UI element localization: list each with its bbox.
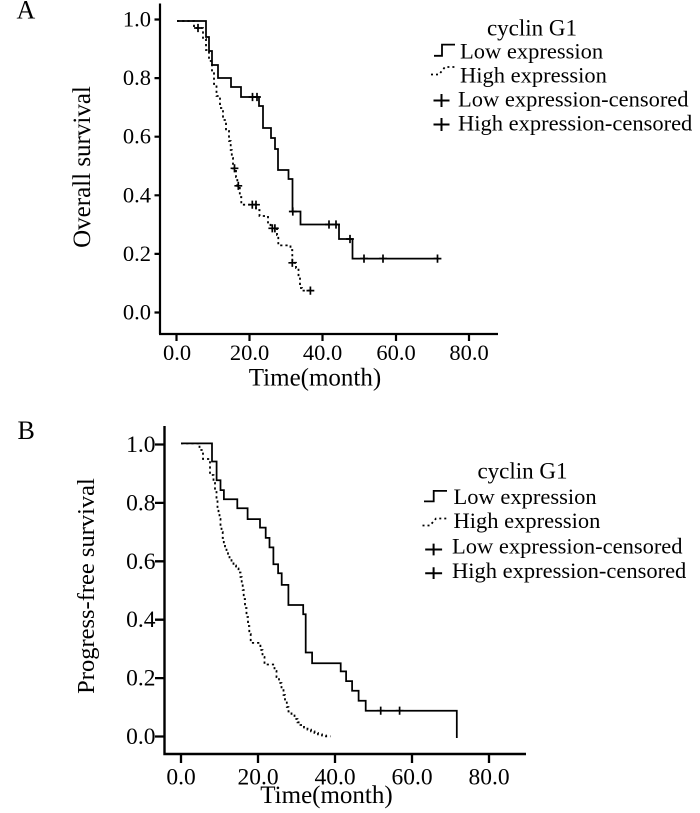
svg-text:High expression: High expression <box>454 508 601 533</box>
svg-text:0.0: 0.0 <box>166 765 195 791</box>
svg-text:Overall survival: Overall survival <box>69 86 96 248</box>
svg-text:1.0: 1.0 <box>126 432 155 458</box>
svg-text:Low expression: Low expression <box>454 484 597 509</box>
svg-text:1.0: 1.0 <box>123 7 151 32</box>
svg-text:Progress-free survival: Progress-free survival <box>73 478 100 694</box>
svg-text:80.0: 80.0 <box>449 340 488 365</box>
svg-text:20.0: 20.0 <box>230 340 269 365</box>
svg-text:High expression-censored: High expression-censored <box>458 111 692 136</box>
svg-text:Time(month): Time(month) <box>249 365 381 392</box>
svg-text:B: B <box>18 416 35 445</box>
svg-text:0.0: 0.0 <box>163 340 191 365</box>
svg-text:Time(month): Time(month) <box>260 782 392 809</box>
svg-text:0.2: 0.2 <box>123 241 151 266</box>
svg-text:0.4: 0.4 <box>123 182 151 207</box>
svg-text:60.0: 60.0 <box>376 340 415 365</box>
svg-text:High expression: High expression <box>460 63 607 88</box>
svg-text:cyclin G1: cyclin G1 <box>477 459 567 484</box>
svg-text:0.6: 0.6 <box>126 549 156 575</box>
svg-text:0.8: 0.8 <box>126 490 155 516</box>
svg-text:Low expression: Low expression <box>460 39 603 64</box>
svg-text:20.0: 20.0 <box>237 765 278 791</box>
svg-text:0.6: 0.6 <box>123 124 151 149</box>
svg-text:40.0: 40.0 <box>303 340 342 365</box>
svg-text:Low expression-censored: Low expression-censored <box>452 534 683 559</box>
svg-text:80.0: 80.0 <box>468 765 509 791</box>
svg-text:0.0: 0.0 <box>123 300 151 325</box>
svg-text:cyclin G1: cyclin G1 <box>487 16 577 41</box>
svg-text:0.4: 0.4 <box>126 607 156 633</box>
svg-text:40.0: 40.0 <box>314 765 355 791</box>
svg-text:0.2: 0.2 <box>126 666 155 692</box>
svg-text:60.0: 60.0 <box>391 765 432 791</box>
svg-text:0.0: 0.0 <box>126 724 155 750</box>
svg-text:0.8: 0.8 <box>123 65 151 90</box>
svg-text:Low expression-censored: Low expression-censored <box>458 87 689 112</box>
svg-text:High expression-censored: High expression-censored <box>452 558 686 583</box>
svg-text:A: A <box>17 0 36 25</box>
